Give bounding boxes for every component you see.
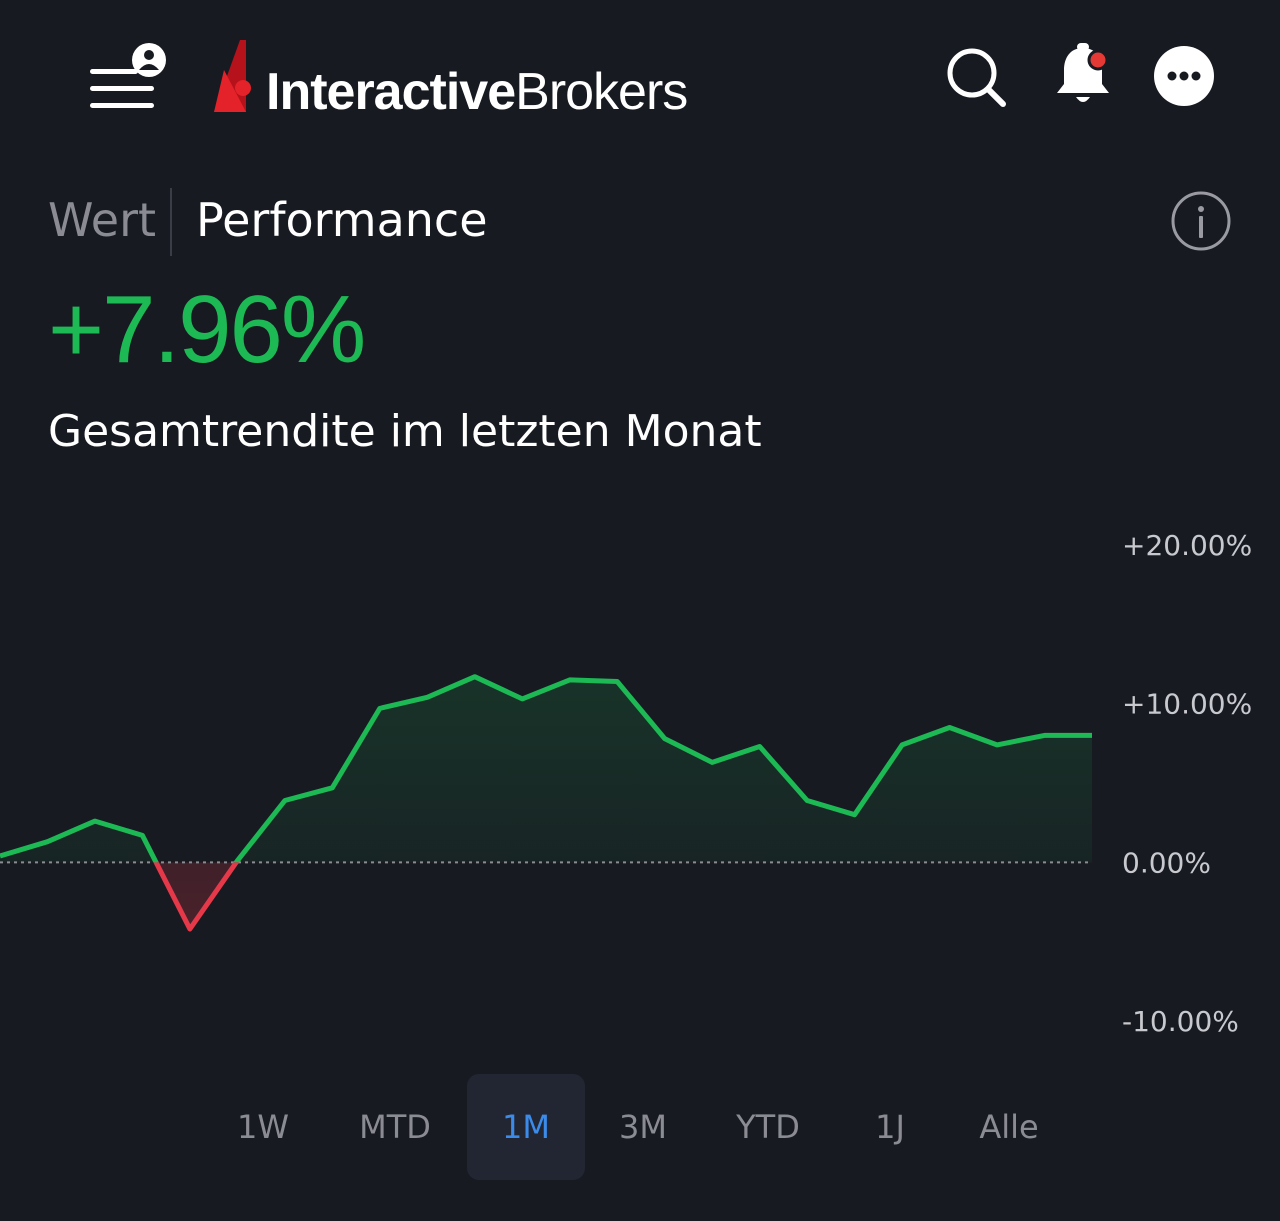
range-selector: 1W MTD 1M 3M YTD 1J Alle [0, 1074, 1280, 1182]
range-button-1w[interactable]: 1W [237, 1108, 289, 1146]
logo-mark-icon [214, 40, 251, 112]
range-button-mtd[interactable]: MTD [359, 1108, 431, 1146]
notification-dot [1087, 49, 1109, 71]
more-button[interactable] [1153, 45, 1215, 107]
logo-text: InteractiveBrokers [266, 62, 688, 122]
info-icon [1171, 191, 1231, 251]
tab-performance[interactable]: Performance [196, 193, 488, 247]
y-tick-label: +20.00% [1122, 529, 1252, 562]
range-button-3m[interactable]: 3M [619, 1108, 667, 1146]
chart-area-negative [156, 862, 237, 929]
notifications-button[interactable] [1048, 40, 1118, 112]
menu-button[interactable] [84, 40, 174, 120]
search-icon [947, 48, 1006, 107]
y-tick-label: +10.00% [1122, 688, 1252, 721]
brand-logo: InteractiveBrokers [210, 40, 740, 130]
menu-icon [90, 43, 166, 108]
tab-divider [170, 188, 172, 256]
performance-chart: +20.00% +10.00% 0.00% -10.00% [0, 500, 1280, 1060]
performance-caption: Gesamtrendite im letzten Monat [48, 406, 762, 457]
logo-bold: Interactive [266, 63, 516, 121]
y-tick-label: 0.00% [1122, 846, 1211, 879]
user-icon [132, 43, 166, 77]
chart-svg: +20.00% +10.00% 0.00% -10.00% [0, 529, 1252, 1038]
range-button-1j[interactable]: 1J [875, 1108, 905, 1146]
tab-wert[interactable]: Wert [48, 193, 157, 247]
series-line-positive [0, 674, 1092, 863]
y-tick-label: -10.00% [1122, 1005, 1239, 1038]
info-button[interactable] [1170, 190, 1232, 252]
chart-area-positive [0, 676, 1092, 863]
bell-icon [1057, 43, 1109, 102]
logo-light: Brokers [515, 63, 688, 121]
series-line-negative [153, 862, 240, 932]
range-button-1m[interactable]: 1M [467, 1074, 585, 1180]
search-button[interactable] [940, 40, 1012, 112]
more-icon [1154, 46, 1214, 106]
range-button-alle[interactable]: Alle [979, 1108, 1039, 1146]
range-button-ytd[interactable]: YTD [736, 1108, 800, 1146]
performance-value: +7.96% [48, 276, 366, 383]
